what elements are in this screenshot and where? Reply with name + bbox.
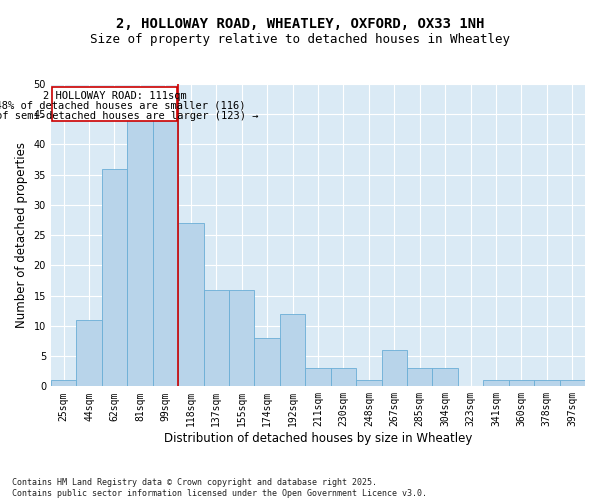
Bar — [407, 368, 433, 386]
Bar — [127, 108, 152, 386]
Text: Size of property relative to detached houses in Wheatley: Size of property relative to detached ho… — [90, 32, 510, 46]
Bar — [76, 320, 102, 386]
Bar — [51, 380, 76, 386]
Bar — [356, 380, 382, 386]
Bar — [102, 168, 127, 386]
Bar — [534, 380, 560, 386]
Bar — [254, 338, 280, 386]
Bar — [152, 108, 178, 386]
Bar — [433, 368, 458, 386]
Bar — [178, 223, 203, 386]
Bar — [52, 87, 177, 122]
Text: Contains HM Land Registry data © Crown copyright and database right 2025.
Contai: Contains HM Land Registry data © Crown c… — [12, 478, 427, 498]
Bar — [331, 368, 356, 386]
Bar — [382, 350, 407, 387]
Bar — [280, 314, 305, 386]
Text: 2 HOLLOWAY ROAD: 111sqm: 2 HOLLOWAY ROAD: 111sqm — [43, 90, 187, 101]
Bar — [509, 380, 534, 386]
Bar — [483, 380, 509, 386]
Bar — [229, 290, 254, 386]
Bar — [203, 290, 229, 386]
Text: ← 48% of detached houses are smaller (116): ← 48% of detached houses are smaller (11… — [0, 101, 246, 111]
Bar — [560, 380, 585, 386]
Bar — [305, 368, 331, 386]
X-axis label: Distribution of detached houses by size in Wheatley: Distribution of detached houses by size … — [164, 432, 472, 445]
Text: 51% of semi-detached houses are larger (123) →: 51% of semi-detached houses are larger (… — [0, 110, 258, 120]
Text: 2, HOLLOWAY ROAD, WHEATLEY, OXFORD, OX33 1NH: 2, HOLLOWAY ROAD, WHEATLEY, OXFORD, OX33… — [116, 18, 484, 32]
Y-axis label: Number of detached properties: Number of detached properties — [15, 142, 28, 328]
